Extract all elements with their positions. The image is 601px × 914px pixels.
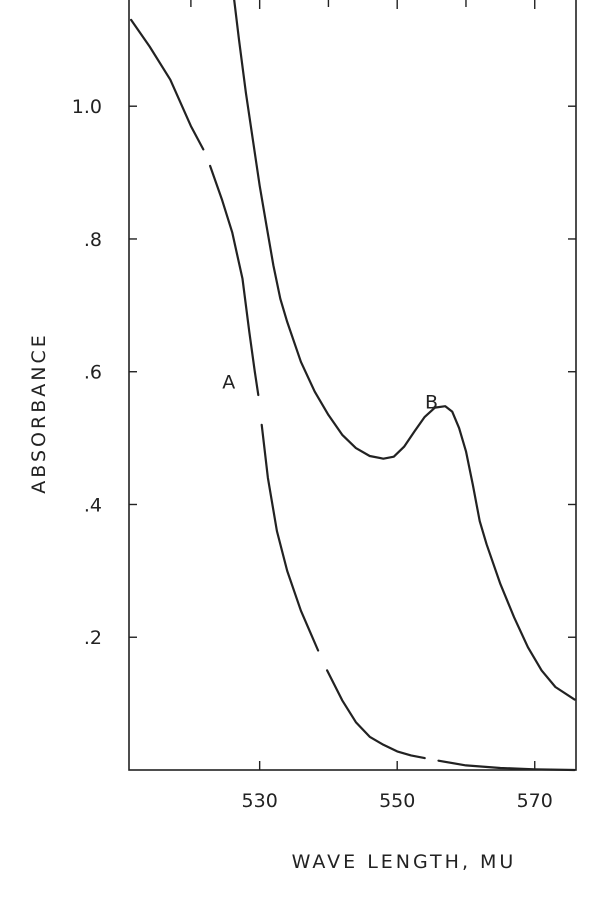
x-axis-label: WAVE LENGTH, MU xyxy=(292,851,517,873)
y-tick-label: 1.0 xyxy=(72,96,102,118)
plot-frame xyxy=(128,0,577,771)
x-tick-label: 530 xyxy=(242,790,278,812)
series-b xyxy=(233,0,576,701)
y-axis-label: ABSORBANCE xyxy=(28,332,50,493)
series-a-line-4 xyxy=(437,759,576,772)
curve-label-b: B xyxy=(425,392,438,414)
curve-labels: AB xyxy=(222,372,438,414)
series-a-line-1 xyxy=(209,164,260,397)
series-a-line-0 xyxy=(130,18,205,151)
series-a xyxy=(130,18,576,772)
y-tick-label: .6 xyxy=(84,362,102,384)
y-tick-label: .2 xyxy=(84,627,102,649)
curve-label-a: A xyxy=(222,372,235,394)
x-tick-label: 570 xyxy=(517,790,553,812)
y-tick-label: .8 xyxy=(84,229,102,251)
y-tick-label: .4 xyxy=(84,494,102,516)
series-a-line-2 xyxy=(260,423,320,652)
series-b-line-0 xyxy=(233,0,576,701)
series-layer xyxy=(130,0,576,772)
axis-ticks xyxy=(129,0,576,770)
x-tick-label: 550 xyxy=(379,790,415,812)
tick-labels: 1.0 .8 .6 .4 .2 530 550 570 xyxy=(72,96,553,812)
series-a-line-3 xyxy=(326,669,426,760)
